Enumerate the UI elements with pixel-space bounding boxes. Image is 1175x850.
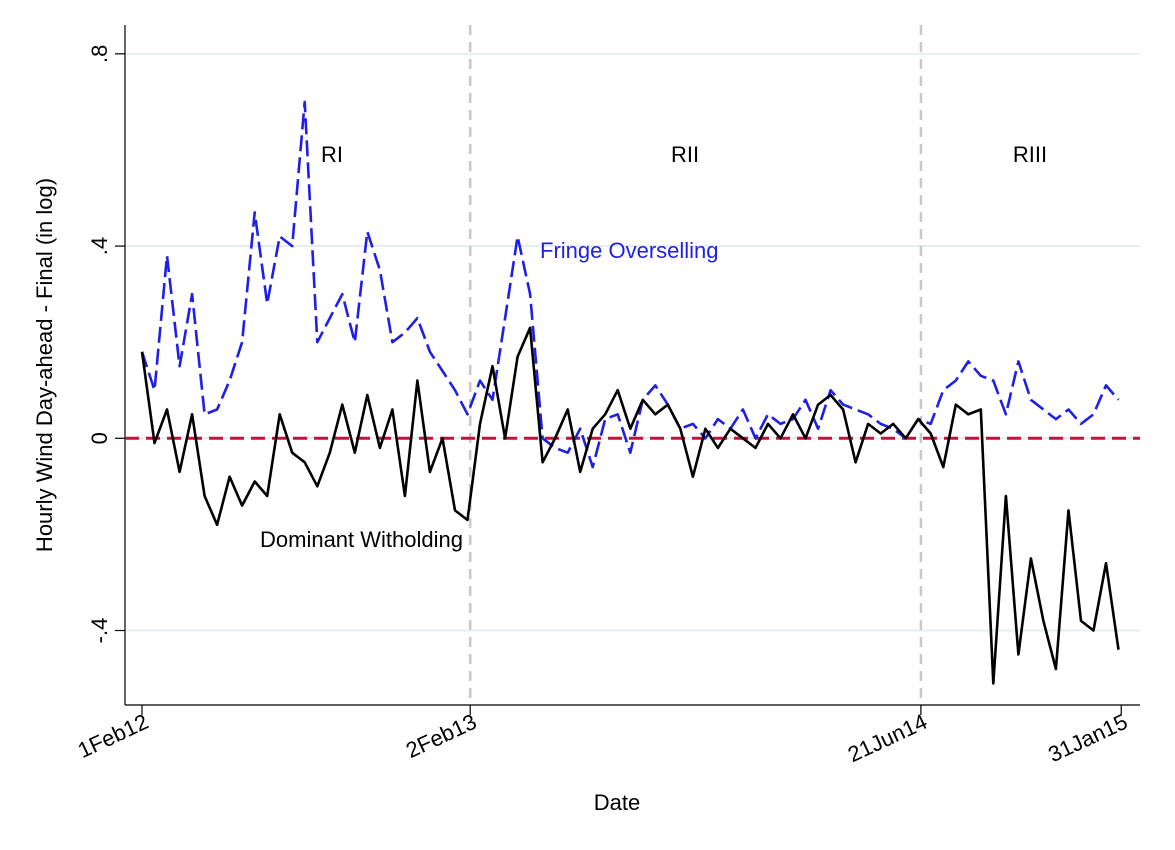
series-line: [140, 100, 1120, 469]
y-tick-label: -.4: [87, 618, 112, 644]
y-tick-label: .4: [87, 237, 112, 255]
series-label: Fringe Overselling: [540, 238, 719, 263]
regime-label: RIII: [1013, 142, 1047, 167]
y-tick-label: .8: [87, 45, 112, 63]
regime-label: RI: [321, 142, 343, 167]
regime-label: RII: [671, 142, 699, 167]
series-label: Dominant Witholding: [260, 527, 463, 552]
y-axis-title: Hourly Wind Day-ahead - Final (in log): [32, 178, 57, 552]
x-axis-title: Date: [594, 790, 640, 815]
series-line: [140, 326, 1120, 685]
y-tick-label: 0: [87, 432, 112, 444]
